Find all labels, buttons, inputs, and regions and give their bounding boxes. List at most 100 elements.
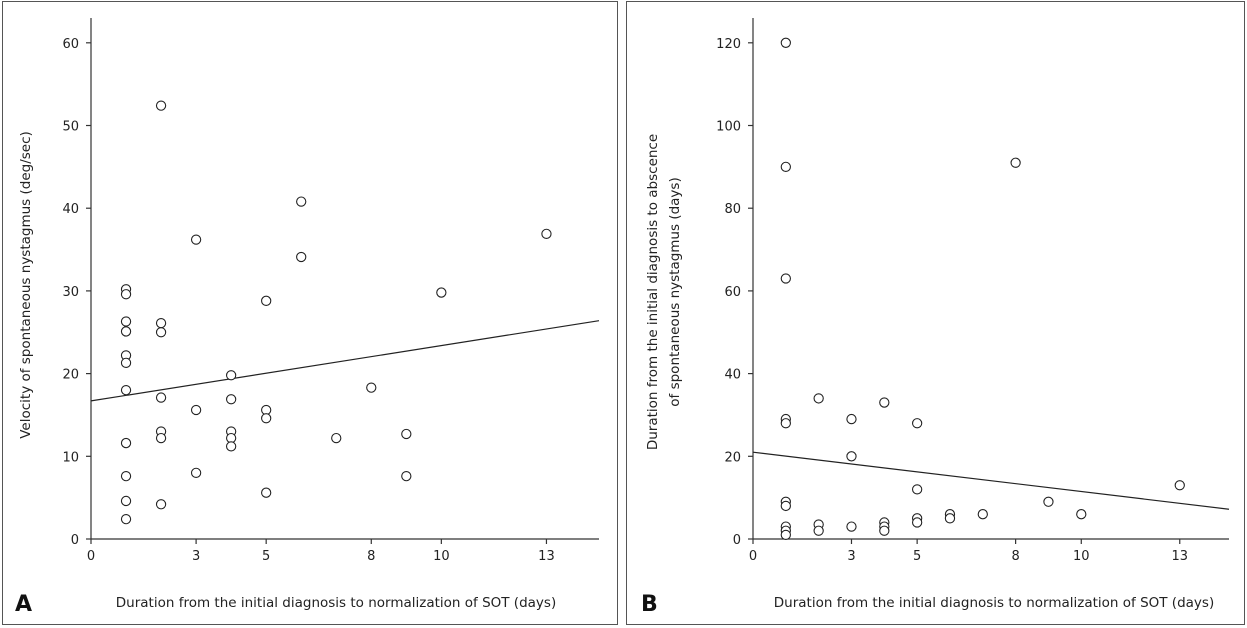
chart-a-y-axis-title: Velocity of spontaneous nystagmus (deg/s…	[18, 131, 34, 439]
chart-a-y-tick-label: 60	[62, 37, 79, 52]
chart-b-data-point	[1076, 509, 1087, 520]
chart-a-data-point	[296, 251, 307, 263]
chart-b-y-tick-label: 80	[724, 202, 741, 217]
chart-b-y-tick-label: 40	[724, 368, 741, 383]
chart-a-y-ticks: 0 10 20 30 40 50 60	[62, 37, 91, 548]
chart-b-points	[780, 37, 1185, 541]
chart-b-x-tick-label: 3	[847, 549, 855, 564]
chart-a-data-point	[225, 441, 237, 452]
chart-b-regression-line	[752, 451, 1230, 510]
chart-b-data-point	[1043, 496, 1054, 507]
chart-a-y-tick-label: 40	[62, 202, 79, 217]
chart-b-x-axis-title: Duration from the initial diagnosis to n…	[774, 595, 1214, 611]
chart-a-data-point	[190, 467, 202, 478]
chart-a-data-point	[120, 289, 132, 300]
chart-a-data-point	[120, 495, 132, 507]
chart-a-data-point	[155, 327, 167, 338]
chart-a-data-point	[155, 392, 167, 403]
chart-b-y-tick-label: 0	[733, 533, 741, 548]
chart-a-y-tick-label: 20	[62, 368, 79, 383]
chart-a-data-point	[120, 437, 132, 449]
chart-a-data-point	[436, 287, 447, 298]
chart-a-x-tick-label: 5	[262, 549, 270, 564]
chart-a-points	[120, 100, 552, 525]
chart-b-data-point	[879, 397, 890, 408]
chart-b-y-tick-label: 60	[724, 285, 741, 300]
chart-a-fit-line-group	[90, 320, 600, 402]
chart-a-y-tick-label: 0	[71, 533, 79, 548]
chart-b-data-point	[813, 393, 824, 404]
chart-b-x-ticks: 0 3 5 8 10 13	[749, 539, 1188, 564]
chart-b-data-point	[780, 273, 791, 284]
chart-a-data-point	[120, 316, 132, 327]
chart-a-data-point	[225, 370, 237, 381]
chart-b-data-point	[911, 418, 923, 429]
chart-a-data-point	[155, 100, 167, 111]
chart-b-data-point	[911, 484, 923, 495]
chart-a-regression-line	[90, 320, 600, 402]
chart-b-x-tick-label: 5	[913, 549, 921, 564]
chart-b-data-point	[879, 525, 890, 536]
panel-a-label: A	[15, 592, 32, 617]
chart-b-y-axis-title-line1: Duration from the initial diagnosis to a…	[645, 134, 661, 450]
chart-b-data-point	[1174, 480, 1185, 491]
chart-b-data-point	[780, 500, 791, 512]
scatter-chart-a: 0 3 5 8 10 13 0 10 20 30 40 50 60 Velocity of spont…	[15, 18, 600, 617]
chart-b-data-point	[780, 529, 791, 541]
chart-b-data-point	[846, 521, 857, 532]
chart-a-data-point	[261, 295, 272, 306]
chart-b-data-point	[813, 525, 824, 536]
chart-a-data-point	[225, 394, 237, 405]
chart-a-axes	[90, 18, 599, 540]
panel-a: 0 3 5 8 10 13 0 10 20 30 40 50 60 Velocity of spont…	[2, 1, 618, 625]
chart-a-y-tick-label: 50	[62, 120, 79, 135]
chart-a-data-point	[155, 318, 167, 329]
chart-a-x-tick-label: 3	[192, 549, 200, 564]
chart-a-x-tick-label: 0	[87, 549, 95, 564]
chart-a-data-point	[261, 487, 272, 498]
chart-b-x-tick-label: 13	[1171, 549, 1188, 564]
chart-b-x-tick-label: 0	[749, 549, 757, 564]
chart-a-data-point	[120, 470, 132, 482]
chart-a-x-ticks: 0 3 5 8 10 13	[87, 539, 555, 564]
chart-b-data-point	[911, 517, 923, 528]
chart-b-y-tick-label: 20	[724, 450, 741, 465]
scatter-chart-b: 0 3 5 8 10 13 0 20 40 60 80 100 120 Duration from t…	[641, 18, 1230, 617]
chart-a-data-point	[401, 428, 412, 440]
chart-b-x-tick-label: 8	[1011, 549, 1019, 564]
chart-a-data-point	[261, 413, 272, 424]
chart-b-y-ticks: 0 20 40 60 80 100 120	[716, 37, 753, 548]
chart-a-data-point	[120, 514, 132, 525]
chart-b-data-point	[780, 418, 791, 429]
chart-b-x-tick-label: 10	[1073, 549, 1090, 564]
chart-a-data-point	[120, 384, 132, 396]
chart-a-data-point	[401, 470, 412, 482]
chart-b-y-axis-title-line2: of spontaneous nystagmus (days)	[667, 177, 683, 406]
chart-a-x-tick-label: 8	[367, 549, 375, 564]
chart-a-data-point	[541, 228, 552, 239]
panel-b: 0 3 5 8 10 13 0 20 40 60 80 100 120 Duration from t…	[626, 1, 1245, 625]
chart-b-data-point	[1010, 157, 1021, 168]
chart-a-y-tick-label: 30	[62, 285, 79, 300]
chart-b-data-point	[780, 37, 791, 48]
panel-b-label: B	[641, 592, 658, 617]
chart-a-data-point	[120, 326, 132, 337]
chart-a-x-axis-title: Duration from the initial diagnosis to n…	[116, 595, 556, 611]
chart-b-y-tick-label: 120	[716, 37, 741, 52]
chart-a-data-point	[190, 404, 202, 416]
chart-a-x-tick-label: 10	[433, 549, 450, 564]
chart-a-data-point	[366, 382, 377, 393]
chart-b-fit-line-group	[752, 451, 1230, 510]
chart-a-data-point	[190, 234, 202, 245]
chart-a-data-point	[155, 499, 167, 510]
chart-a-y-tick-label: 10	[62, 450, 79, 465]
chart-b-y-tick-label: 100	[716, 120, 741, 135]
chart-a-data-point	[296, 196, 307, 207]
chart-a-data-point	[120, 357, 132, 369]
chart-a-x-tick-label: 13	[538, 549, 555, 564]
chart-a-data-point	[155, 432, 167, 444]
chart-a-data-point	[331, 432, 342, 444]
chart-b-data-point	[846, 451, 857, 462]
chart-b-data-point	[944, 513, 956, 524]
chart-b-data-point	[977, 509, 988, 520]
